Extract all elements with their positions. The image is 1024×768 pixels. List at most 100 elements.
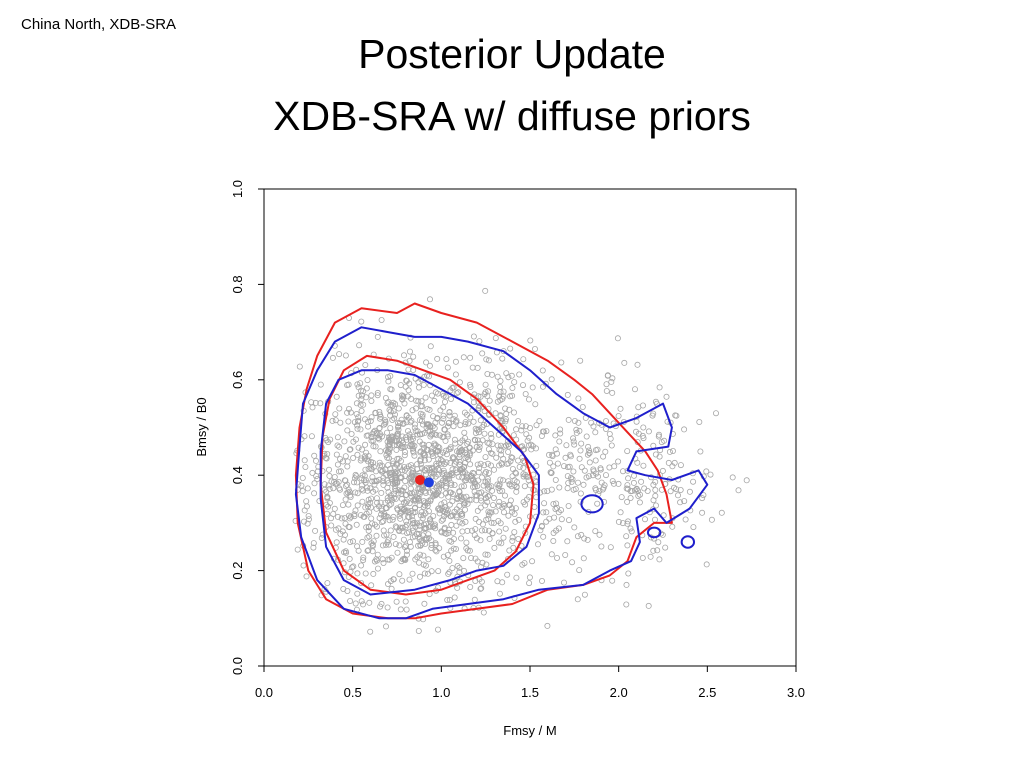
data-point <box>353 473 360 480</box>
data-point <box>429 431 436 438</box>
data-point <box>550 538 557 545</box>
data-point <box>519 443 526 450</box>
data-point <box>354 502 361 509</box>
data-point <box>424 405 431 412</box>
data-point <box>438 456 445 463</box>
data-point <box>358 562 365 569</box>
data-point <box>521 560 528 567</box>
data-point <box>433 460 440 467</box>
data-point <box>440 467 447 474</box>
data-point <box>513 574 520 581</box>
data-point <box>374 392 381 399</box>
data-point <box>410 449 417 456</box>
data-point <box>420 381 427 388</box>
data-point <box>509 534 516 541</box>
data-point <box>485 357 492 364</box>
data-point <box>585 443 592 450</box>
data-point <box>703 561 710 568</box>
data-point <box>433 548 440 555</box>
data-point <box>441 526 448 533</box>
data-point <box>466 381 473 388</box>
data-point <box>372 443 379 450</box>
data-point <box>536 417 543 424</box>
data-point <box>360 513 367 520</box>
data-point <box>434 626 441 633</box>
summary-point-red <box>415 474 426 485</box>
data-point <box>394 424 401 431</box>
data-point <box>354 381 361 388</box>
data-point <box>433 491 440 498</box>
data-point <box>411 452 418 459</box>
data-point <box>520 356 527 363</box>
data-point <box>448 481 455 488</box>
data-point <box>346 488 353 495</box>
y-tick-label: 1.0 <box>230 180 245 198</box>
data-point <box>396 542 403 549</box>
data-point <box>380 527 387 534</box>
data-point <box>336 351 343 358</box>
data-point <box>336 443 343 450</box>
data-point <box>472 526 479 533</box>
data-point <box>568 478 575 485</box>
data-point <box>503 370 510 377</box>
data-point <box>507 458 514 465</box>
data-point <box>526 434 533 441</box>
data-point <box>416 417 423 424</box>
data-point <box>398 416 405 423</box>
data-point <box>540 509 547 516</box>
data-point <box>564 538 571 545</box>
data-point <box>661 437 668 444</box>
data-point <box>382 513 389 520</box>
data-point <box>476 444 483 451</box>
data-point <box>561 579 568 586</box>
data-point <box>450 529 457 536</box>
data-point <box>300 562 307 569</box>
data-point <box>531 487 538 494</box>
data-point <box>690 478 697 485</box>
data-point <box>443 356 450 363</box>
data-point <box>600 453 607 460</box>
data-point <box>436 545 443 552</box>
data-point <box>395 426 402 433</box>
data-point <box>482 454 489 461</box>
data-point <box>482 478 489 485</box>
data-point <box>310 540 317 547</box>
data-point <box>370 463 377 470</box>
data-point <box>652 492 659 499</box>
data-point <box>353 479 360 486</box>
data-point <box>350 454 357 461</box>
data-point <box>617 509 624 516</box>
data-point <box>420 561 427 568</box>
data-point <box>569 476 576 483</box>
y-axis: 0.0 0.2 0.4 0.6 0.8 1.0 <box>230 180 265 675</box>
data-point <box>308 433 315 440</box>
data-point <box>463 473 470 480</box>
data-point <box>417 448 424 455</box>
data-point <box>417 403 424 410</box>
data-point <box>483 516 490 523</box>
data-point <box>305 513 312 520</box>
data-point <box>445 570 452 577</box>
data-point <box>341 532 348 539</box>
data-point <box>456 519 463 526</box>
data-point <box>590 466 597 473</box>
data-point <box>398 505 405 512</box>
data-point <box>425 456 432 463</box>
data-point <box>348 430 355 437</box>
data-point <box>296 363 303 370</box>
data-point <box>548 486 555 493</box>
data-point <box>324 494 331 501</box>
data-point <box>454 469 461 476</box>
data-point <box>479 521 486 528</box>
data-point <box>477 460 484 467</box>
data-point <box>546 515 553 522</box>
data-point <box>312 457 319 464</box>
data-point <box>374 551 381 558</box>
data-point <box>666 448 673 455</box>
data-point <box>474 483 481 490</box>
data-point <box>354 425 361 432</box>
data-point <box>630 479 637 486</box>
data-point <box>326 485 333 492</box>
data-point <box>299 488 306 495</box>
data-point <box>635 487 642 494</box>
